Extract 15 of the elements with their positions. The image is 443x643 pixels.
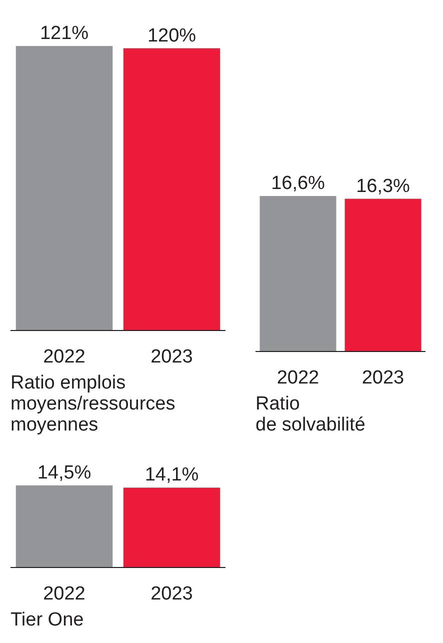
data-label: 16,3% (356, 176, 410, 197)
text: Tier One (10, 610, 84, 630)
text: Ratio de solvabilité (256, 394, 366, 436)
x-tick-label: 2023 (150, 584, 193, 604)
data-label: 121% (40, 22, 89, 44)
x-tick-label: 2023 (150, 346, 193, 368)
x-tick-label: 2022 (43, 346, 86, 368)
data-label: 16,6% (271, 172, 326, 194)
x-tick-label: 2022 (43, 584, 86, 604)
data-label: 14,5% (37, 462, 92, 484)
text: Ratio emplois moyens/ressources moyennes (10, 372, 176, 436)
data-label: 120% (147, 25, 196, 46)
data-label: 14,1% (144, 464, 199, 486)
x-tick-label: 2022 (276, 368, 320, 388)
x-tick-label: 2023 (362, 368, 404, 388)
